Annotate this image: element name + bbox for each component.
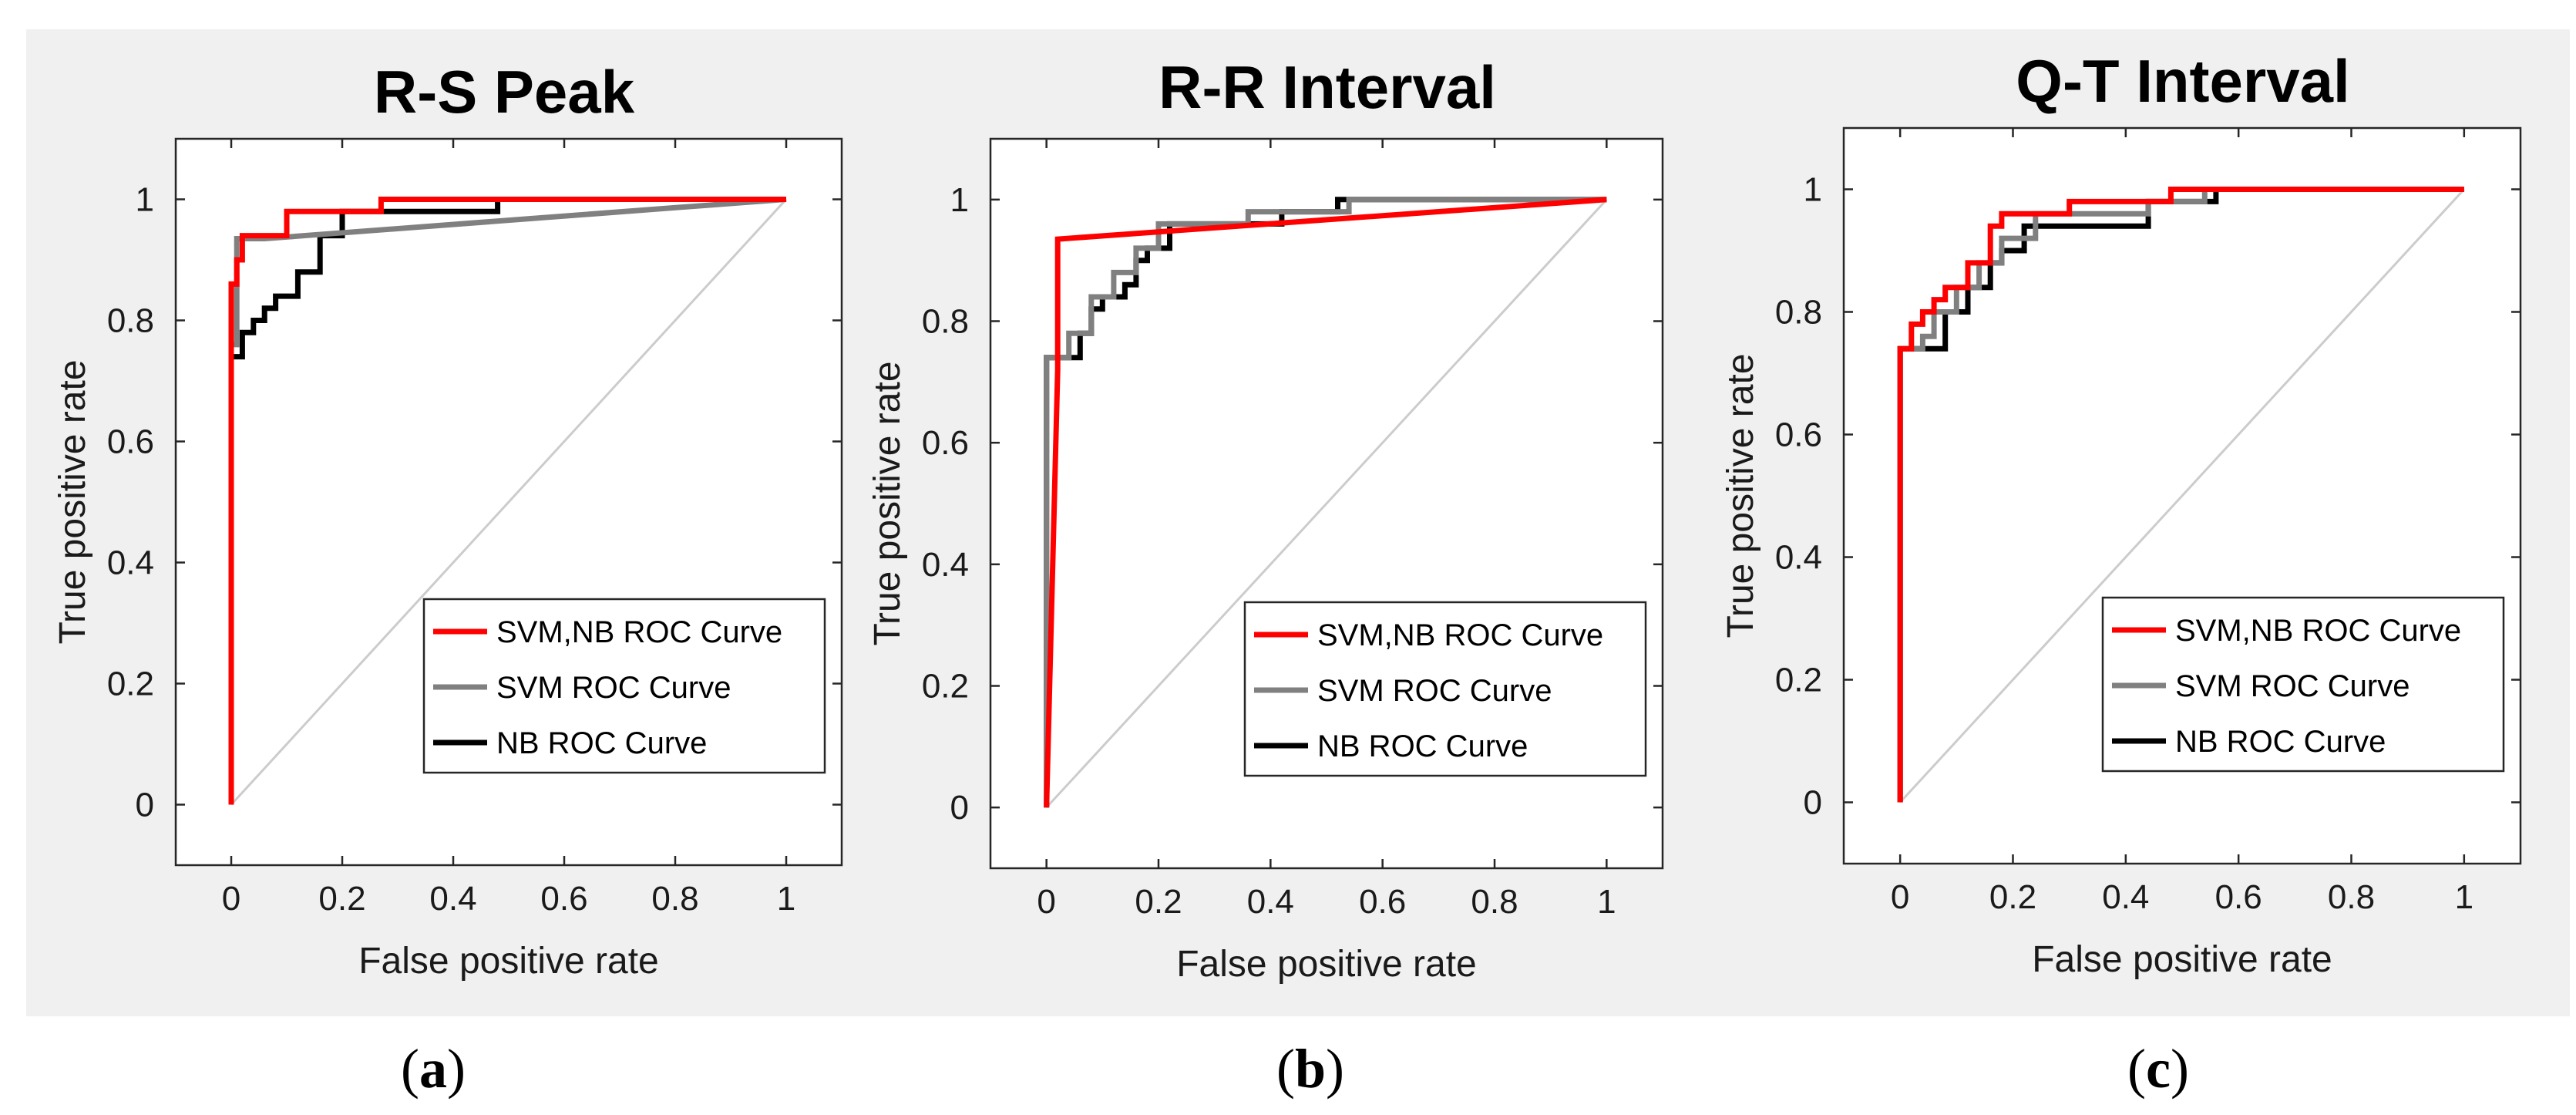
caption-letter: a: [419, 1038, 447, 1100]
caption-paren: ): [2171, 1038, 2189, 1100]
caption-paren: ): [1326, 1038, 1344, 1100]
x-axis-label: False positive rate: [358, 941, 659, 982]
chart-title: R-R Interval: [1159, 53, 1496, 121]
x-axis-label: False positive rate: [2032, 939, 2332, 980]
y-tick-label: 0.4: [107, 544, 154, 582]
x-tick-label: 0.8: [651, 880, 698, 918]
x-tick-label: 0.4: [1247, 883, 1294, 921]
y-tick-label: 0.2: [107, 665, 154, 703]
x-tick-label: 1: [2455, 878, 2473, 916]
chart-panel-c: Q-T Interval 0 0.2 0.4 0.6 0.8 1 0 0.2 0.4 0.6 0.8 1…: [1720, 47, 2522, 1100]
x-tick-label: 0: [1037, 883, 1055, 921]
legend-entry-label: SVM ROC Curve: [496, 671, 731, 705]
y-tick-label: 0.2: [1775, 662, 1822, 699]
legend: SVM,NB ROC Curve SVM ROC Curve NB ROC Curv…: [2101, 596, 2505, 773]
x-tick-label: 0.6: [2215, 878, 2262, 916]
x-tick-label: 0.2: [1135, 883, 1182, 921]
series-line-svm-nb-roc-curve: [228, 197, 786, 805]
caption-letter: c: [2146, 1038, 2171, 1100]
caption-paren: ): [447, 1038, 466, 1100]
caption-paren: (: [1276, 1038, 1295, 1100]
chart-title: Q-T Interval: [2016, 47, 2349, 115]
panel-caption: (b): [1276, 1038, 1344, 1100]
legend-entry-label: SVM,NB ROC Curve: [496, 615, 782, 649]
chart-panel-b: R-R Interval 0 0.2 0.4 0.6 0.8 1 0 0.2 0.4 0.6 0.8 1…: [867, 53, 1664, 1100]
y-tick-label: 0.4: [922, 546, 969, 584]
y-tick-label: 0.8: [107, 302, 154, 340]
caption-letter: b: [1295, 1038, 1326, 1100]
y-tick-label: 0.6: [922, 424, 969, 462]
x-tick-label: 1: [777, 880, 795, 918]
legend-box: [1243, 601, 1647, 777]
x-tick-label: 0.6: [1359, 883, 1406, 921]
panel-caption: (a): [401, 1038, 466, 1100]
series-line-svm-nb-roc-curve: [1044, 197, 1607, 808]
x-tick-label: 1: [1597, 883, 1616, 921]
x-tick-label: 0.4: [2102, 878, 2149, 916]
y-tick-label: 1: [950, 181, 969, 219]
x-tick-label: 0: [222, 880, 240, 918]
y-tick-label: 0.2: [922, 668, 969, 706]
x-tick-label: 0: [1891, 878, 1909, 916]
legend: SVM,NB ROC Curve SVM ROC Curve NB ROC Curv…: [422, 598, 826, 774]
caption-paren: (: [2127, 1038, 2146, 1100]
chance-diagonal-line: [230, 198, 788, 806]
caption-paren: (: [401, 1038, 419, 1100]
legend-box: [2101, 596, 2505, 773]
legend-box: [422, 598, 826, 774]
x-tick-label: 0.2: [318, 880, 365, 918]
y-tick-label: 0.6: [1775, 416, 1822, 454]
y-axis-label: True positive rate: [867, 361, 908, 645]
legend-entry-label: NB ROC Curve: [496, 726, 707, 760]
x-tick-label: 0.8: [2328, 878, 2375, 916]
y-tick-label: 1: [136, 181, 154, 219]
chart-panel-a: R-S Peak 0 0.2 0.4 0.6 0.8 1 0 0.2 0.4 0.6 0.8 1 Fals…: [52, 58, 843, 1100]
x-tick-label: 0.8: [1471, 883, 1518, 921]
legend-entry-label: NB ROC Curve: [2175, 725, 2386, 759]
x-tick-label: 0.4: [429, 880, 476, 918]
x-axis-label: False positive rate: [1176, 944, 1477, 985]
y-tick-label: 0.8: [1775, 294, 1822, 332]
legend-entry-label: SVM,NB ROC Curve: [2175, 614, 2461, 648]
chart-title: R-S Peak: [374, 58, 635, 126]
chance-diagonal-line: [1899, 188, 2465, 803]
y-axis-label: True positive rate: [52, 359, 93, 644]
y-tick-label: 0.4: [1775, 539, 1822, 577]
y-tick-label: 0: [950, 789, 969, 827]
y-tick-label: 0: [1804, 784, 1822, 822]
legend-entry-label: SVM,NB ROC Curve: [1317, 618, 1603, 652]
y-axis-label: True positive rate: [1720, 353, 1761, 638]
y-tick-label: 0.8: [922, 303, 969, 341]
series-line-svm-roc-curve: [1044, 197, 1607, 808]
legend-entry-label: NB ROC Curve: [1317, 729, 1528, 763]
series-line-svm-nb-roc-curve: [1897, 187, 2464, 803]
legend-entry-label: SVM ROC Curve: [2175, 669, 2410, 703]
chance-diagonal-line: [1045, 198, 1608, 809]
legend-entry-label: SVM ROC Curve: [1317, 674, 1552, 708]
x-tick-label: 0.2: [1989, 878, 2036, 916]
y-tick-label: 0: [136, 787, 154, 824]
legend: SVM,NB ROC Curve SVM ROC Curve NB ROC Curv…: [1243, 601, 1647, 777]
panel-caption: (c): [2127, 1038, 2189, 1100]
y-tick-label: 0.6: [107, 423, 154, 461]
x-tick-label: 0.6: [540, 880, 587, 918]
y-tick-label: 1: [1804, 171, 1822, 209]
